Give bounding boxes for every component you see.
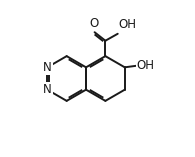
- Text: N: N: [43, 61, 52, 74]
- Text: O: O: [89, 17, 98, 30]
- Text: OH: OH: [137, 59, 155, 72]
- Text: N: N: [43, 83, 52, 96]
- Text: OH: OH: [119, 19, 136, 31]
